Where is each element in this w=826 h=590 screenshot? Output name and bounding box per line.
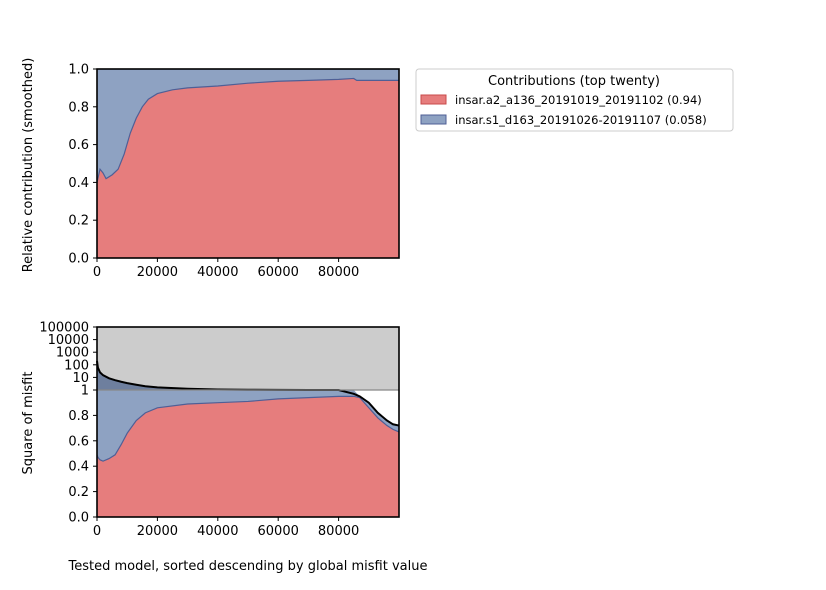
bottom-ytick-linear-label: 0.4 xyxy=(68,460,89,475)
bottom-ytick-log-label: 10 xyxy=(72,371,89,386)
bottom-axes-frame xyxy=(96,326,400,518)
bottom-panel: 0 20000 40000 60000 800001000001000010001001… xyxy=(21,321,428,575)
legend-label-0: insar.a2_a136_20191019_20191102 (0.94) xyxy=(455,93,702,107)
top-ytick-label: 0.2 xyxy=(68,214,89,229)
misfit-curve xyxy=(96,360,400,427)
top-xtick-label: 80000 xyxy=(318,265,359,280)
bottom-ytick-linear-label: 0.8 xyxy=(68,409,89,424)
bottom-ytick-linear-label: 0.2 xyxy=(68,485,89,500)
bottom-ytick-log-label: 1 xyxy=(81,384,89,399)
bottom-xtick-label: 60000 xyxy=(258,524,299,539)
legend-swatch-blue xyxy=(420,114,447,125)
bottom-xlabel: Tested model, sorted descending by globa… xyxy=(67,559,427,574)
bottom-ytick-log-label: 100000 xyxy=(39,321,89,336)
top-ytick-label: 0.6 xyxy=(68,138,89,153)
legend-label-1: insar.s1_d163_20191026-20191107 (0.058) xyxy=(455,113,707,127)
top-area-series-0 xyxy=(97,78,399,258)
legend: Contributions (top twenty) insar.a2_a136… xyxy=(415,68,734,132)
bottom-series-boundary xyxy=(96,395,400,462)
bottom-ytick-log-label: 10000 xyxy=(48,333,89,348)
top-ytick-label: 1.0 xyxy=(68,63,89,78)
top-axes-frame xyxy=(96,68,400,259)
top-xtick-label: 60000 xyxy=(258,265,299,280)
bottom-xtick-label: 80000 xyxy=(318,524,359,539)
bottom-area-misfit-log xyxy=(97,361,339,390)
bottom-ytick-log-label: 1000 xyxy=(56,346,89,361)
bottom-area-series-0 xyxy=(97,396,399,517)
top-series-boundary xyxy=(96,77,399,183)
top-ytick-label: 0.0 xyxy=(68,252,89,267)
top-panel: 0 20000 40000 60000 800000.00.20.40.60.81.0 … xyxy=(21,58,400,280)
legend-box xyxy=(415,68,734,132)
bottom-ytick-linear-label: 0.6 xyxy=(68,434,89,449)
bottom-ytick-log-label: 100 xyxy=(64,358,89,373)
top-xtick-label: 40000 xyxy=(197,265,238,280)
misfit-log-region xyxy=(97,327,399,390)
legend-swatch-red xyxy=(420,94,447,105)
top-ytick-label: 0.4 xyxy=(68,176,89,191)
top-ytick-label: 0.8 xyxy=(68,100,89,115)
bottom-ytick-linear-label: 0.0 xyxy=(68,511,89,526)
top-xtick-label: 20000 xyxy=(137,265,178,280)
bottom-xtick-label: 0 xyxy=(93,524,101,539)
bottom-xtick-label: 40000 xyxy=(197,524,238,539)
top-ylabel: Relative contribution (smoothed) xyxy=(21,58,36,273)
bottom-ylabel: Square of misfit xyxy=(21,372,36,475)
top-xtick-label: 0 xyxy=(93,265,101,280)
bottom-xtick-label: 20000 xyxy=(137,524,178,539)
legend-title: Contributions (top twenty) xyxy=(488,74,660,89)
